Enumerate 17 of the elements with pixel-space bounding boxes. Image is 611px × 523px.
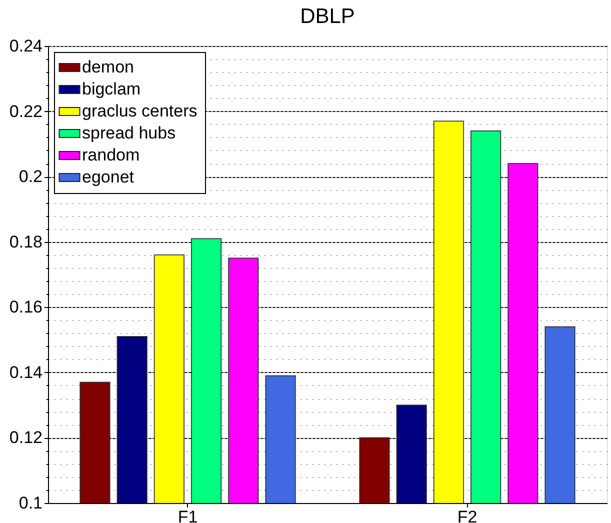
x-tick-label: F2 [457, 508, 478, 523]
y-tick-label: 0.1 [18, 494, 42, 512]
legend-label: graclus centers [82, 102, 198, 120]
y-tick-label: 0.18 [9, 232, 42, 252]
legend-label: random [82, 146, 140, 164]
y-tick-label: 0.14 [9, 362, 42, 382]
y-tick-label: 0.22 [9, 102, 42, 121]
legend-label: bigclam [82, 80, 141, 98]
legend-label: demon [82, 58, 134, 76]
chart-title: DBLP [300, 5, 355, 28]
legend-label: egonet [82, 168, 134, 186]
y-tick-label: 0.12 [9, 428, 42, 448]
y-tick-label: 0.2 [18, 167, 42, 186]
y-tick-label: 0.16 [9, 298, 42, 317]
y-tick-label: 0.24 [9, 36, 42, 56]
legend-label: spread hubs [82, 124, 176, 142]
x-tick-label: F1 [178, 508, 198, 523]
